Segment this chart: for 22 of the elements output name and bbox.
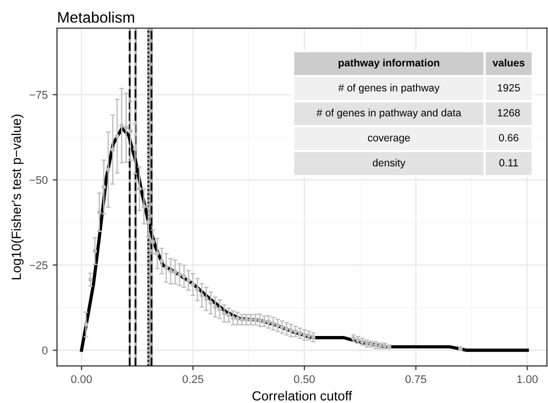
annotation: 1268 bbox=[498, 109, 520, 116]
annotation: 0.66 bbox=[498, 134, 518, 142]
x-axis-title: Correlation cutoff bbox=[252, 390, 352, 401]
annotation: # of genes in pathway and data bbox=[316, 108, 462, 119]
chart-title: Metabolism bbox=[58, 12, 134, 23]
x-tick-label: 0.75 bbox=[405, 375, 426, 384]
y-tick-label: −75 bbox=[30, 91, 48, 99]
y-tick-label: −50 bbox=[30, 176, 48, 184]
annotation: 1925 bbox=[498, 84, 520, 92]
annotation: density bbox=[372, 158, 406, 168]
annotation: 0.11 bbox=[499, 159, 518, 166]
x-tick-label: 0.25 bbox=[182, 375, 204, 384]
x-tick-label: 1.00 bbox=[517, 375, 538, 384]
annotation: # of genes in pathway bbox=[338, 84, 440, 94]
y-tick-label: −25 bbox=[30, 261, 48, 270]
x-tick-label: 0.50 bbox=[294, 375, 315, 384]
annotation: coverage bbox=[368, 136, 410, 144]
annotation: values bbox=[492, 58, 524, 66]
y-tick-label: 0 bbox=[42, 346, 48, 354]
x-tick-label: 0.00 bbox=[71, 375, 92, 384]
y-axis-title: Log10(Fisher's test p−value) bbox=[11, 114, 24, 280]
annotation: pathway information bbox=[338, 58, 440, 69]
